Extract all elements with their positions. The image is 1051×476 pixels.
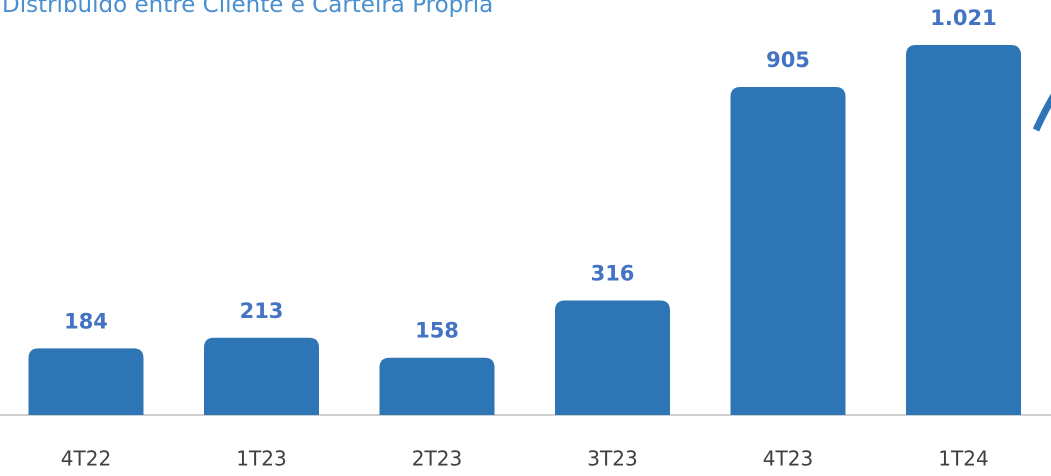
x-tick-label: 2T23 <box>412 447 462 471</box>
x-tick-label: 1T24 <box>938 447 988 471</box>
x-tick-label: 4T23 <box>763 447 813 471</box>
x-tick-label: 3T23 <box>587 447 637 471</box>
bar <box>555 300 670 415</box>
bar <box>28 348 144 415</box>
value-label: 905 <box>766 48 810 72</box>
value-label: 1.021 <box>930 6 996 30</box>
arrow-decoration <box>1032 93 1051 132</box>
bar <box>730 87 846 415</box>
value-label: 316 <box>591 261 635 285</box>
value-label: 184 <box>64 309 108 333</box>
bar <box>204 337 319 415</box>
chart-title: Distribuído entre Cliente e Carteira Pró… <box>2 0 493 18</box>
value-label: 158 <box>415 319 459 343</box>
x-tick-label: 1T23 <box>236 447 286 471</box>
bar <box>379 357 495 415</box>
value-label: 213 <box>240 299 284 323</box>
bar <box>906 45 1021 415</box>
x-tick-label: 4T22 <box>61 447 111 471</box>
